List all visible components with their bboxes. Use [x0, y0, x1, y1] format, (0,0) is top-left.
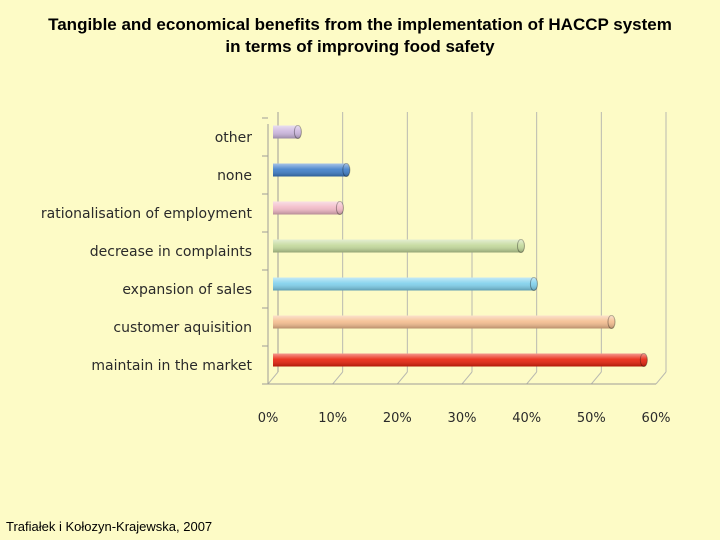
bar-rationalisation-of-employment-cap-shade	[336, 201, 344, 215]
x-tick-label-20: 20%	[383, 411, 412, 426]
bar-expansion-of-sales-cap-shade	[530, 277, 538, 291]
bar-maintain-in-the-market-cap-shade	[640, 353, 648, 367]
category-label-rationalisation-of-employment: rationalisation of employment	[41, 206, 253, 222]
bar-rationalisation-of-employment	[273, 201, 344, 215]
x-tick-label-40: 40%	[512, 411, 541, 426]
bar-decrease-in-complaints	[273, 239, 525, 253]
floor-line-0	[267, 371, 279, 385]
bar-rationalisation-of-employment-shade	[273, 201, 340, 215]
category-label-customer-aquisition: customer aquisition	[113, 320, 252, 336]
chart-title-line-1: Tangible and economical benefits from th…	[48, 15, 672, 34]
bar-none-cap-shade	[342, 163, 350, 177]
x-tick-labels: 0% 10% 20% 30% 40% 50% 60%	[258, 411, 671, 426]
bar-other-shade	[273, 125, 298, 139]
chart-title-line-2: in terms of improving food safety	[225, 37, 495, 56]
x-tick-label-0: 0%	[258, 411, 279, 426]
source-citation: Trafiałek i Kołozyn-Krajewska, 2007	[6, 519, 213, 534]
floor-line-30	[461, 371, 473, 385]
bar-expansion-of-sales	[273, 277, 538, 291]
bar-maintain-in-the-market-shade	[273, 353, 644, 367]
floor-line-60	[655, 371, 667, 385]
x-tick-label-60: 60%	[642, 411, 671, 426]
x-tick-label-10: 10%	[318, 411, 347, 426]
bar-other-cap-shade	[294, 125, 302, 139]
bar-other	[273, 125, 302, 139]
chart-title: Tangible and economical benefits from th…	[0, 14, 720, 58]
bar-customer-aquisition	[273, 315, 616, 329]
category-label-maintain-in-the-market: maintain in the market	[91, 358, 252, 374]
bar-customer-aquisition-shade	[273, 315, 612, 329]
bar-decrease-in-complaints-cap-shade	[517, 239, 525, 253]
bars	[273, 125, 648, 367]
category-label-decrease-in-complaints: decrease in complaints	[90, 244, 252, 260]
floor-line-20	[396, 371, 408, 385]
floor-line-10	[332, 371, 344, 385]
category-labels: maintain in the market customer aquisitio…	[41, 130, 253, 374]
bar-customer-aquisition-cap-shade	[608, 315, 615, 329]
floor-line-50	[590, 371, 602, 385]
category-label-none: none	[217, 168, 252, 184]
bar-none	[273, 163, 351, 177]
x-tick-label-30: 30%	[448, 411, 477, 426]
category-label-other: other	[215, 130, 253, 146]
category-label-expansion-of-sales: expansion of sales	[122, 282, 252, 298]
bar-decrease-in-complaints-shade	[273, 239, 521, 253]
floor-line-40	[526, 371, 538, 385]
x-tick-label-50: 50%	[577, 411, 606, 426]
bar-maintain-in-the-market	[273, 353, 648, 367]
bar-expansion-of-sales-shade	[273, 277, 534, 291]
bar-none-shade	[273, 163, 347, 177]
